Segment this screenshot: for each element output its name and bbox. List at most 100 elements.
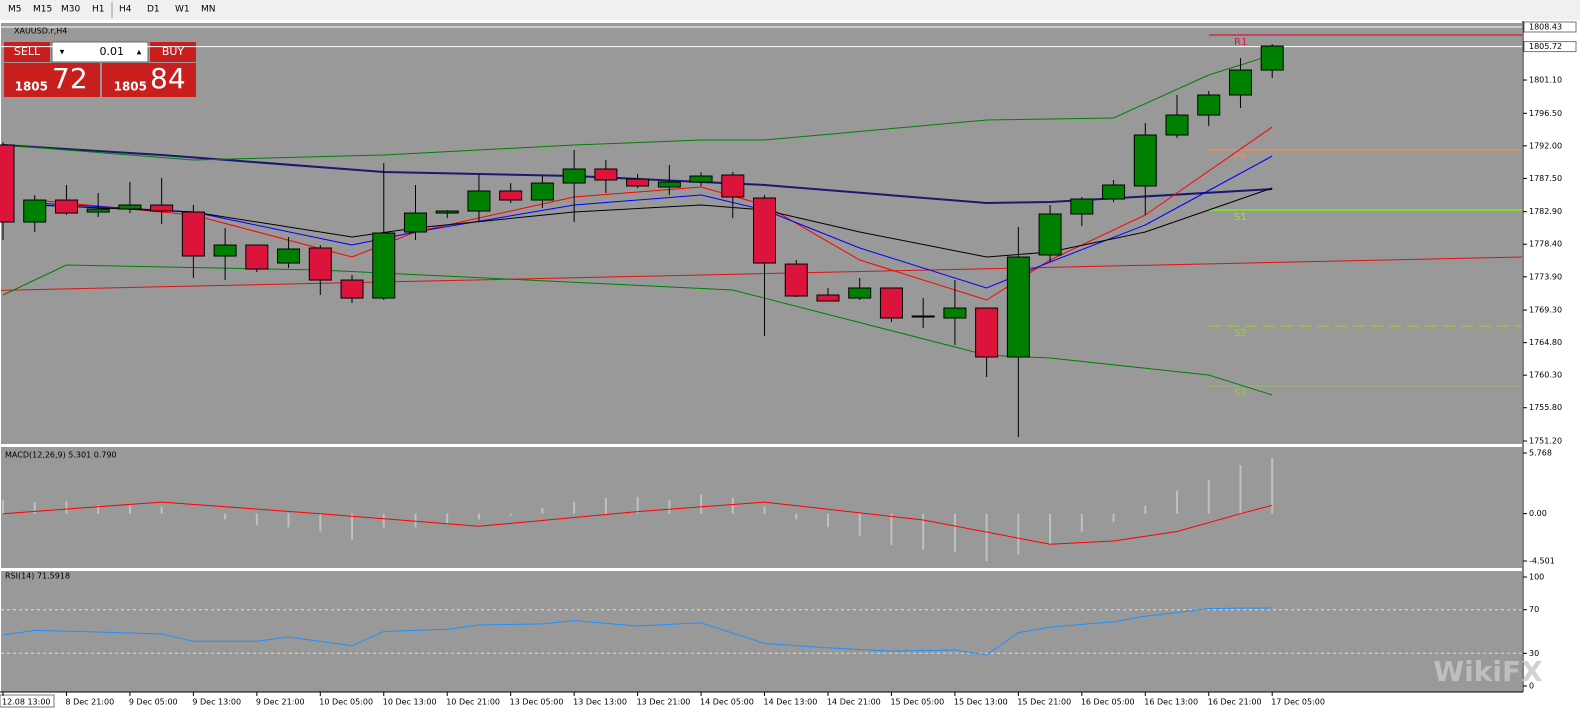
candle-body bbox=[1228, 69, 1252, 96]
y-tick-label: 0.00 bbox=[1529, 509, 1547, 518]
candle-body bbox=[0, 144, 15, 223]
pivot-label: S2 bbox=[1234, 328, 1247, 339]
bid-small: 72 bbox=[52, 62, 88, 95]
x-tick-label: 15 Dec 21:00 bbox=[1017, 698, 1071, 707]
indicator-line bbox=[2, 501, 1273, 545]
candle-body bbox=[467, 190, 491, 212]
y-tick-label: -4.501 bbox=[1529, 557, 1555, 566]
ask-box[interactable] bbox=[102, 63, 196, 97]
price-label-box bbox=[1523, 41, 1577, 53]
macd-bar bbox=[573, 502, 576, 514]
macd-bar bbox=[97, 505, 100, 514]
x-tick-label: 13 Dec 21:00 bbox=[637, 698, 691, 707]
timeframe-button[interactable]: M15 bbox=[33, 5, 52, 15]
toolbar bbox=[0, 0, 1580, 20]
x-tick-label: 13 Dec 05:00 bbox=[510, 698, 564, 707]
candle-body bbox=[1197, 94, 1221, 116]
macd-bar bbox=[953, 513, 956, 552]
macd-bar bbox=[446, 513, 449, 525]
macd-bar bbox=[477, 513, 480, 520]
macd-bar bbox=[255, 513, 258, 526]
macd-bar bbox=[763, 506, 766, 514]
timeframe-button[interactable]: M5 bbox=[8, 5, 22, 15]
candle-body bbox=[911, 315, 935, 318]
timeframe-button[interactable]: D1 bbox=[147, 5, 160, 15]
price-label-box bbox=[1523, 21, 1577, 33]
macd-bar bbox=[382, 513, 385, 528]
pane-label: MACD(12,26,9) 5.301 0.790 bbox=[5, 451, 117, 460]
macd-bar bbox=[604, 497, 607, 514]
macd-bar bbox=[1112, 513, 1115, 523]
candle-body bbox=[86, 208, 110, 213]
y-tick-label: 1778.40 bbox=[1529, 240, 1562, 249]
candle-body bbox=[1038, 213, 1062, 256]
up-arrow[interactable]: ▴ bbox=[137, 48, 142, 58]
candle-body bbox=[657, 181, 681, 188]
macd-bar bbox=[636, 496, 639, 514]
candle-body bbox=[721, 174, 745, 198]
macd-bar bbox=[985, 513, 988, 561]
macd-bar bbox=[33, 502, 36, 514]
x-tick-label: 17 Dec 05:00 bbox=[1271, 698, 1325, 707]
macd-bar bbox=[1144, 505, 1147, 514]
candle-body bbox=[594, 168, 618, 181]
candle-body bbox=[403, 212, 427, 233]
time-label-box bbox=[0, 694, 55, 708]
candle-body bbox=[784, 263, 808, 297]
pivot-label: S1 bbox=[1234, 212, 1247, 223]
timeframe-button[interactable]: H1 bbox=[92, 5, 105, 15]
sell-label[interactable]: SELL bbox=[14, 45, 41, 58]
watermark: WikiFX bbox=[1433, 655, 1543, 688]
candle-body bbox=[245, 244, 269, 270]
macd-bar bbox=[65, 501, 68, 514]
y-tick-label: 1755.80 bbox=[1529, 403, 1562, 412]
candle-body bbox=[1070, 198, 1094, 215]
candle-body bbox=[23, 199, 47, 223]
bid-box[interactable] bbox=[4, 63, 100, 97]
timeframe-button[interactable]: MN bbox=[201, 5, 216, 15]
trade-panel: SELL ▾ 0.01 ▴ BUY 1805 72 1805 84 bbox=[4, 41, 196, 97]
y-tick-label: 100 bbox=[1529, 573, 1544, 582]
candle-body bbox=[689, 175, 713, 183]
y-tick-label: 1787.50 bbox=[1529, 174, 1562, 183]
y-tick-label: 0 bbox=[1529, 682, 1534, 691]
macd-bar bbox=[1176, 490, 1179, 514]
candle-body bbox=[848, 287, 872, 299]
macd-bar bbox=[1080, 513, 1083, 532]
buy-label[interactable]: BUY bbox=[162, 45, 185, 58]
candle-body bbox=[54, 199, 78, 214]
candle-body bbox=[340, 279, 364, 299]
x-tick-label: 14 Dec 05:00 bbox=[700, 698, 754, 707]
lot-value[interactable]: 0.01 bbox=[100, 45, 125, 58]
macd-bar bbox=[351, 513, 354, 540]
y-tick-label: 1764.80 bbox=[1529, 338, 1562, 347]
macd-bar bbox=[1239, 465, 1242, 514]
pivot-label: S3 bbox=[1234, 388, 1247, 399]
candle-body bbox=[277, 248, 301, 264]
macd-bar bbox=[541, 507, 544, 514]
candle-body bbox=[308, 247, 332, 281]
macd-bar bbox=[1207, 480, 1210, 514]
x-tick-label: 14 Dec 21:00 bbox=[827, 698, 881, 707]
x-tick-label: 13 Dec 13:00 bbox=[573, 698, 627, 707]
y-tick-label: 1751.20 bbox=[1529, 437, 1562, 446]
candle-body bbox=[181, 211, 205, 257]
ask-big: 1805 bbox=[114, 80, 147, 94]
macd-bar bbox=[795, 513, 798, 520]
candle-body bbox=[816, 294, 840, 302]
timeframe-button[interactable]: W1 bbox=[175, 5, 190, 15]
y-tick-label: 1796.50 bbox=[1529, 109, 1562, 118]
y-tick-label: 1773.90 bbox=[1529, 272, 1562, 281]
y-tick-label: 5.768 bbox=[1529, 449, 1552, 458]
macd-bar bbox=[826, 513, 829, 528]
candle-body bbox=[879, 287, 903, 319]
timeframe-button[interactable]: H4 bbox=[119, 5, 132, 15]
x-tick-label: 10 Dec 21:00 bbox=[446, 698, 500, 707]
candle-body bbox=[753, 197, 777, 264]
timeframe-button[interactable]: M30 bbox=[61, 5, 80, 15]
macd-pane bbox=[1, 447, 1522, 568]
down-arrow[interactable]: ▾ bbox=[60, 48, 65, 58]
macd-bar bbox=[160, 506, 163, 514]
candle-body bbox=[150, 204, 174, 212]
